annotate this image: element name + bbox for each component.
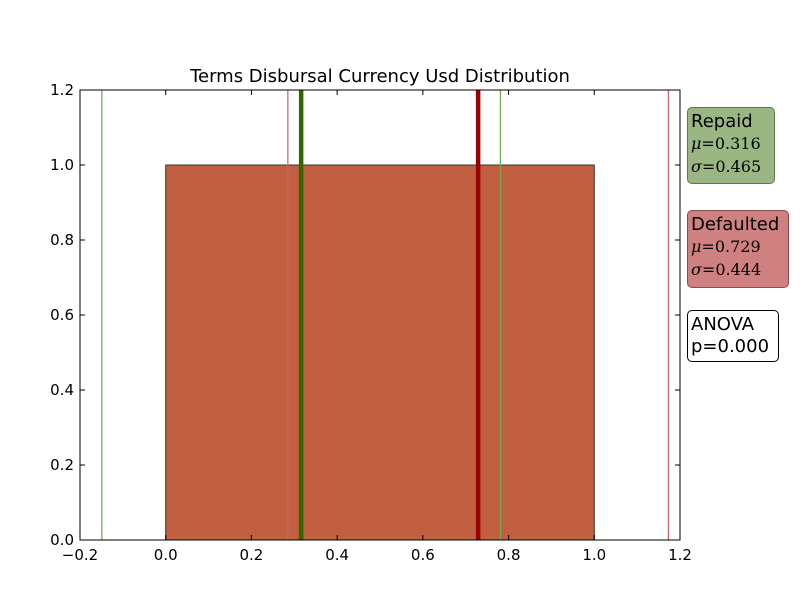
sigma-symbol: σ [691,260,702,279]
x-tick-label: 1.2 [668,546,692,564]
repaid-mean-value: =0.316 [701,134,761,153]
y-tick-label: 0.2 [50,456,74,474]
x-tick-label: −0.2 [62,546,98,564]
repaid-std: σ=0.465 [691,155,770,178]
mu-symbol: μ [691,237,702,256]
defaulted-label: Defaulted [691,214,780,235]
defaulted-std: σ=0.444 [691,258,784,281]
defaulted-mean: μ=0.729 [691,235,784,258]
x-tick-label: 0.0 [154,546,178,564]
ticks-layer [79,89,681,541]
defaulted-mean-value: =0.729 [701,237,761,256]
y-tick-label: 0.0 [50,531,74,549]
repaid-label: Repaid [691,111,753,132]
bars-layer [165,164,595,541]
x-tick-label: 0.2 [239,546,263,564]
x-tick-label: 0.6 [411,546,435,564]
stat-lines-layer [101,90,670,540]
anova-label: ANOVA [691,314,755,335]
defaulted-stats-box: Defaulted μ=0.729 σ=0.444 [687,210,789,288]
y-tick-label: 0.4 [50,381,74,399]
repaid-mean: μ=0.316 [691,132,770,155]
y-tick-label: 0.8 [50,231,74,249]
repaid-std-value: =0.465 [701,157,762,176]
x-tick-labels: −0.2 0.0 0.2 0.4 0.6 0.8 1.0 1.2 [62,546,692,564]
histogram-bar [165,164,595,541]
mu-symbol: μ [691,134,702,153]
sigma-symbol: σ [691,157,702,176]
x-tick-label: 1.0 [582,546,606,564]
y-tick-label: 1.2 [50,81,74,99]
anova-p-value: p=0.000 [691,336,770,357]
repaid-stats-box: Repaid μ=0.316 σ=0.465 [687,107,775,184]
y-tick-label: 1.0 [50,156,74,174]
y-tick-label: 0.6 [50,306,74,324]
x-tick-label: 0.4 [325,546,349,564]
x-tick-label: 0.8 [497,546,521,564]
anova-box: ANOVA p=0.000 [687,310,779,362]
chart-title: Terms Disbursal Currency Usd Distributio… [189,66,570,87]
defaulted-std-value: =0.444 [701,260,762,279]
y-tick-labels: 0.0 0.2 0.4 0.6 0.8 1.0 1.2 [50,81,74,549]
